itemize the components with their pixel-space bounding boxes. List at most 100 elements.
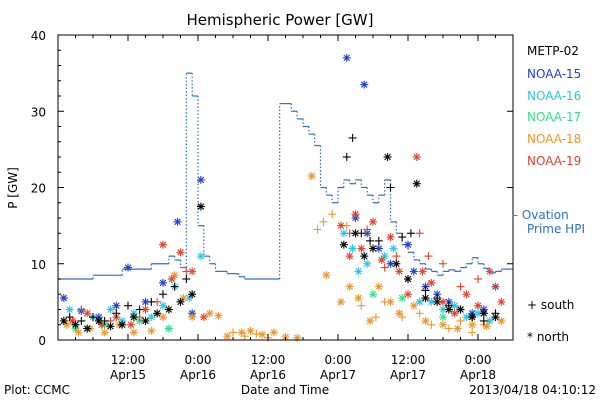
data-point-metp-02-plus: [406, 229, 415, 238]
data-point-noaa-19-star: [450, 309, 459, 318]
axis-layer: 01020304012:00Apr150:00Apr1612:00Apr160:…: [31, 29, 513, 382]
data-point-noaa-18-plus: [398, 313, 407, 322]
legend-noaa-15: NOAA-15: [527, 67, 581, 81]
data-point-noaa-19-plus: [456, 282, 465, 291]
data-point-metp-02-star: [176, 297, 185, 306]
data-point-noaa-19-star: [497, 297, 506, 306]
data-point-metp-02-star: [369, 244, 377, 253]
data-point-noaa-18-star: [374, 282, 383, 291]
data-point-metp-02-star: [412, 179, 421, 188]
y-tick-label: 10: [31, 258, 46, 272]
data-point-noaa-16-star: [415, 297, 424, 306]
data-point-noaa-18-star: [497, 316, 506, 325]
x-tick-time: 0:00: [185, 353, 212, 367]
data-point-noaa-18-star: [366, 316, 375, 325]
data-point-noaa-19-star: [395, 267, 404, 276]
y-axis-label: P [GW]: [6, 167, 20, 209]
data-point-noaa-18-star: [453, 324, 462, 333]
data-point-noaa-18-star: [409, 301, 418, 310]
data-point-noaa-18-plus: [371, 313, 380, 322]
data-point-noaa-16-star: [106, 305, 115, 314]
data-point-noaa-18-star: [421, 316, 430, 325]
legend-noaa-17: NOAA-17: [527, 110, 581, 124]
data-point-noaa-18-plus: [252, 329, 261, 338]
data-point-metp-02-star: [83, 324, 92, 333]
data-point-noaa-18-star: [129, 328, 138, 337]
data-point-noaa-18-plus: [240, 332, 249, 341]
data-point-metp-02-plus: [386, 183, 395, 192]
data-point-metp-02-plus: [100, 316, 109, 325]
data-point-noaa-19-plus: [363, 225, 372, 234]
legend-marker-south: + south: [527, 298, 574, 312]
data-point-metp-02-plus: [342, 153, 351, 161]
data-point-noaa-17-star: [398, 294, 407, 303]
x-tick-date: Apr15: [110, 368, 146, 382]
data-point-noaa-18-star: [62, 320, 71, 329]
data-point-noaa-19-star: [369, 217, 377, 226]
data-point-noaa-19-star: [167, 275, 176, 283]
data-point-metp-02-star: [404, 275, 412, 283]
ovation-line-layer: [58, 72, 513, 280]
data-point-noaa-19-plus: [182, 267, 191, 276]
data-point-noaa-16-star: [389, 244, 398, 253]
data-point-noaa-18-star: [293, 333, 302, 342]
data-point-metp-02-plus: [89, 313, 97, 322]
data-point-metp-02-star: [392, 259, 401, 268]
data-point-noaa-16-star: [363, 259, 372, 268]
data-point-metp-02-star: [153, 309, 162, 318]
x-tick-date: Apr16: [180, 368, 216, 382]
legend-marker-north: * north: [527, 330, 569, 344]
data-point-metp-02-star: [339, 240, 348, 249]
data-point-noaa-19-plus: [439, 259, 447, 268]
legend-ovation-1: – Ovation: [512, 208, 569, 222]
x-tick-date: Apr18: [460, 368, 496, 382]
data-point-noaa-18-plus: [415, 309, 424, 318]
data-point-noaa-18-star: [223, 332, 232, 341]
data-point-metp-02-plus: [65, 313, 74, 322]
data-point-noaa-18-plus: [427, 320, 436, 329]
data-point-metp-02-star: [106, 322, 115, 331]
data-point-noaa-18-star: [307, 172, 316, 181]
data-point-noaa-19-plus: [415, 229, 424, 238]
data-point-noaa-18-plus: [328, 210, 337, 219]
data-point-noaa-19-star: [404, 290, 412, 299]
data-point-metp-02-plus: [374, 236, 383, 245]
data-point-noaa-18-star: [237, 328, 246, 337]
data-point-metp-02-plus: [468, 313, 477, 322]
data-point-metp-02-plus: [421, 286, 430, 295]
data-point-noaa-16-star: [439, 305, 447, 314]
data-point-noaa-18-plus: [468, 328, 477, 337]
data-point-metp-02-plus: [77, 316, 86, 325]
data-point-noaa-19-star: [336, 221, 345, 230]
data-point-noaa-16-star: [147, 313, 156, 322]
data-point-metp-02-star: [383, 153, 392, 161]
data-point-noaa-19-plus: [474, 275, 482, 283]
x-tick-time: 12:00: [391, 353, 426, 367]
data-point-noaa-18-star: [322, 271, 331, 280]
data-point-noaa-18-plus: [357, 301, 366, 310]
data-point-noaa-19-star: [377, 255, 386, 264]
data-point-noaa-15-star: [173, 217, 182, 226]
data-point-noaa-18-star: [468, 320, 477, 329]
chart-title: Hemispheric Power [GW]: [187, 11, 374, 29]
data-point-metp-02-plus: [147, 297, 156, 306]
data-point-metp-02-plus: [444, 301, 453, 310]
data-point-noaa-19-star: [351, 210, 360, 219]
data-point-metp-02-plus: [398, 233, 407, 242]
legend-metp-02: METP-02: [527, 44, 579, 58]
data-point-noaa-16-star: [65, 305, 74, 314]
data-point-noaa-19-plus: [491, 282, 500, 291]
data-point-noaa-18-star: [159, 313, 167, 322]
data-point-noaa-19-star: [159, 240, 167, 249]
legend-ovation-2: Prime HPI: [527, 222, 585, 236]
y-tick-label: 0: [38, 334, 46, 348]
data-point-noaa-15-star: [112, 301, 121, 310]
data-point-noaa-18-plus: [229, 328, 237, 337]
data-point-noaa-18-star: [170, 271, 179, 280]
data-point-noaa-15-star: [342, 53, 351, 62]
data-point-noaa-18-plus: [456, 316, 465, 325]
data-point-metp-02-star: [360, 252, 369, 261]
data-point-noaa-19-star: [462, 290, 471, 299]
x-axis-label: Date and Time: [241, 383, 329, 397]
